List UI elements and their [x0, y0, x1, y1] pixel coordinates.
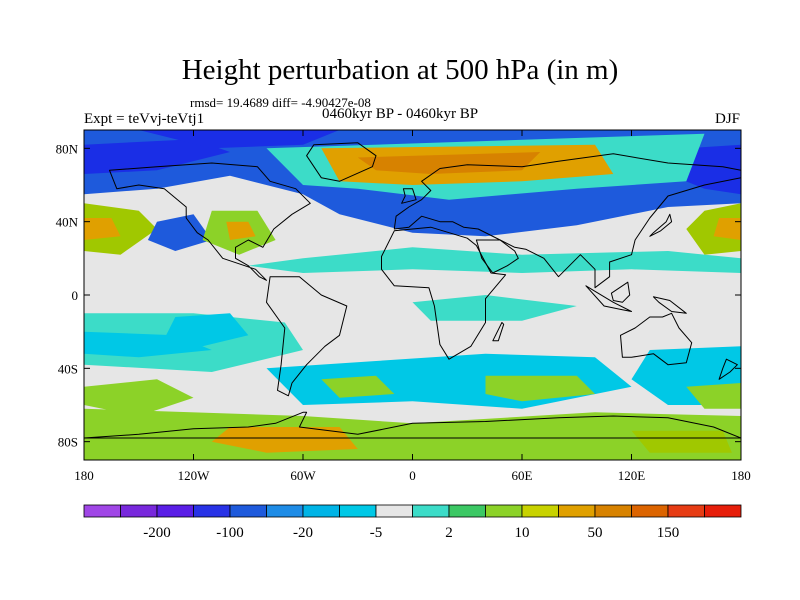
colorbar-swatch [83, 504, 121, 518]
coastline-north-america [109, 162, 311, 281]
longitude-axis: 180 120W 60W 0 60E 120E 180 [74, 130, 751, 483]
coastlines [84, 142, 741, 439]
x-tick-label: 60E [512, 468, 533, 483]
field-nh-low-core-west [84, 139, 230, 174]
colorbar-label: -200 [143, 525, 171, 541]
field-greenland-high-max [357, 152, 541, 174]
coastline-uk [401, 188, 417, 204]
x-tick-label: 180 [74, 468, 94, 483]
season-label: DJF [714, 111, 740, 127]
colorbar-label: 2 [445, 525, 453, 541]
coastline-eurasia [393, 153, 741, 289]
field-nh-east-high [686, 203, 741, 255]
colorbar-swatch [302, 504, 340, 518]
x-tick-label: 0 [409, 468, 416, 483]
period-label: 0460kyr BP - 0460kyr BP [322, 106, 479, 122]
x-tick-label: 120E [618, 468, 646, 483]
coastline-greenland [306, 142, 377, 182]
experiment-label: Expt = teVvj-teVtj1 [84, 111, 205, 127]
colorbar-label: -20 [293, 525, 313, 541]
colorbar-label: -5 [370, 525, 383, 541]
colorbar-swatch [704, 504, 742, 518]
field-nh-low-arctic [138, 130, 340, 149]
y-tick-label: 80N [56, 141, 79, 156]
colorbar-swatch [667, 504, 705, 518]
colorbar-swatch [594, 504, 632, 518]
colorbar-swatch [375, 504, 413, 518]
coastline-antarctica [84, 411, 741, 439]
coastline-indonesia [585, 285, 632, 312]
field-sh-atlantic-green [321, 375, 395, 398]
map-title: Height perturbation at 500 hPa (in m) [181, 54, 619, 86]
y-tick-label: 40N [56, 215, 79, 230]
colorbar-label: -100 [216, 525, 244, 541]
y-tick-label: 80S [58, 435, 78, 450]
latitude-axis: 80N 40N 0 40S 80S [56, 141, 741, 450]
field-sh-indian-green [485, 375, 595, 402]
coastline-borneo [610, 281, 631, 303]
colorbar-swatch [156, 504, 194, 518]
coastline-japan [649, 213, 673, 237]
coastline-new-zealand [718, 358, 738, 380]
colorbar-swatch [448, 504, 486, 518]
height-perturbation-field [84, 130, 741, 460]
colorbar-label: 50 [588, 525, 603, 541]
rmsd-label: rmsd= 19.4689 diff= -4.90427e-08 [190, 95, 371, 110]
field-sh-tropics-light [412, 295, 577, 321]
colorbar-swatch [558, 504, 596, 518]
colorbar-swatch [120, 504, 158, 518]
colorbar-label: 10 [515, 525, 530, 541]
y-tick-label: 0 [72, 288, 79, 303]
coastline-africa [381, 226, 507, 360]
field-nh-west-high [84, 203, 157, 255]
field-subtropical-band [248, 247, 741, 273]
x-tick-label: 60W [290, 468, 316, 483]
colorbar-swatch [521, 504, 559, 518]
colorbar-swatch [266, 504, 304, 518]
field-sh-east-green [686, 383, 741, 409]
colorbar-swatch [485, 504, 523, 518]
field-na-high-core [226, 221, 256, 240]
x-tick-label: 120W [178, 468, 211, 483]
colorbar-swatch [193, 504, 231, 518]
field-sh-west-green [84, 379, 194, 416]
coastline-new-guinea [652, 296, 687, 314]
colorbar-swatch [412, 504, 450, 518]
field-nh-west-high-core [84, 218, 121, 240]
colorbar-label: 150 [657, 525, 680, 541]
coastline-australia [620, 312, 693, 366]
x-tick-label: 180 [731, 468, 751, 483]
field-nh-east-high-core [713, 218, 741, 240]
field-pacific-low [147, 214, 212, 251]
colorbar: -200 -100 -20 -5 2 10 50 150 [83, 504, 742, 541]
colorbar-swatch [229, 504, 267, 518]
colorbar-swatch [631, 504, 669, 518]
coastline-arabia [475, 239, 519, 274]
y-tick-label: 40S [58, 361, 78, 376]
field-antarctic-yellow-east [631, 430, 732, 453]
field-east-pacific-cyan [166, 313, 249, 347]
field-antarctic-yellow [211, 427, 358, 453]
colorbar-swatch [339, 504, 377, 518]
coastline-madagascar [492, 322, 505, 342]
coastline-south-america [266, 276, 348, 397]
